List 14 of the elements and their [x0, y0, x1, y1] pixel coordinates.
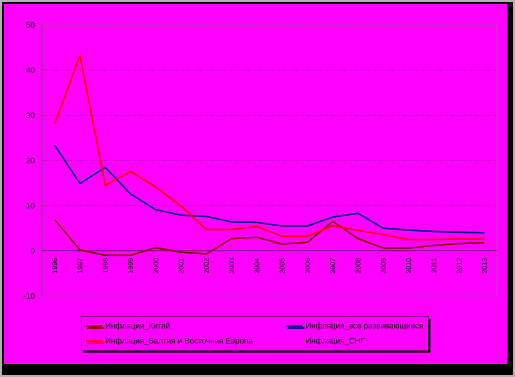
text: Инфляция_СНГ — [306, 338, 365, 346]
y-tick-label: -10 — [24, 293, 35, 299]
y-tick-label: 30 — [26, 112, 35, 118]
legend-label: Инфляция_все развивающиеся — [306, 322, 423, 330]
line-series — [54, 144, 486, 234]
line-series — [54, 218, 486, 256]
legend-label: Инфляция_Китай — [106, 322, 170, 330]
y-tick-label: 0 — [30, 248, 35, 254]
line-series — [54, 54, 486, 240]
legend-label: Инфляция_Балтия и Восточная Европа — [106, 338, 253, 346]
y-tick-label: 20 — [26, 158, 35, 164]
y-tick-label: 10 — [26, 202, 35, 208]
y-tick-label: 40 — [26, 67, 35, 73]
y-tick-label: 50 — [26, 22, 35, 28]
